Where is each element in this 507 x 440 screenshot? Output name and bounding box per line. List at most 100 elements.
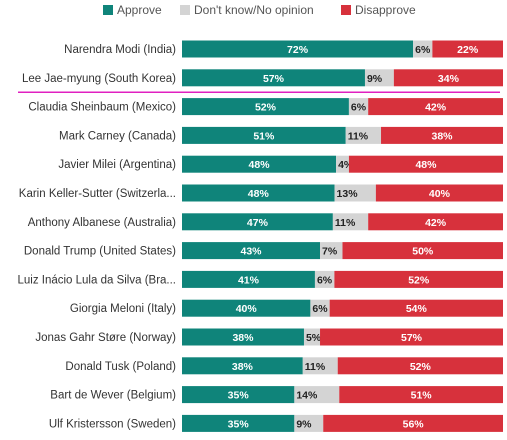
category-label: Karin Keller-Sutter (Switzerla... [19,188,176,200]
data-label: 41% [238,274,260,286]
bar-segment-dont-know [336,155,349,173]
bar-segment-dont-know [334,184,376,202]
chart-row: Bart de Wever (Belgium) 35% 14% 51% [50,386,503,404]
bar-segment-approve [182,328,304,346]
bar-segment-approve [182,126,346,144]
data-label: 9% [296,418,312,430]
data-label: 42% [425,217,447,229]
category-label: Ulf Kristersson (Sweden) [49,418,176,430]
chart-row: Anthony Albanese (Australia) 47% 11% 42% [28,213,503,231]
bar-segment-approve [182,414,295,432]
category-label: Donald Trump (United States) [24,246,176,258]
bar-segment-disapprove [375,184,503,202]
bar-segment-dont-know [413,40,433,58]
chart-row: Lee Jae-myung (South Korea) 57% 9% 34% [18,69,503,93]
bar-segment-disapprove [393,69,503,87]
category-label: Narendra Modi (India) [64,44,176,56]
bar-segment-dont-know [364,69,394,87]
bar-segment-disapprove [329,299,503,317]
bar-segment-approve [182,155,337,173]
bar-segment-approve [182,98,349,116]
category-label: Luiz Inácio Lula da Silva (Bra... [17,274,176,286]
chart-row: Mark Carney (Canada) 51% 11% 38% [59,126,503,144]
chart-row: Luiz Inácio Lula da Silva (Bra... 41% 6% 52… [17,270,503,288]
category-label: Bart de Wever (Belgium) [50,390,176,402]
bar-segment-approve [182,357,303,375]
legend-label-0: Approve [117,3,162,17]
data-label: 43% [241,246,263,258]
data-label: 35% [228,418,250,430]
bar-segment-approve [182,40,414,58]
data-label: 47% [247,217,269,229]
bar-segment-dont-know [294,414,324,432]
bar-segment-dont-know [303,328,321,346]
category-label: Javier Milei (Argentina) [58,159,176,171]
data-label: 11% [348,130,369,142]
data-label: 38% [232,332,254,344]
category-label: Jonas Gahr Støre (Norway) [35,332,176,344]
bar-segment-disapprove [368,213,503,231]
bar-segment-dont-know [310,299,330,317]
bar-segment-disapprove [348,155,503,173]
legend-swatch-2 [341,5,351,15]
data-label: 6% [351,102,367,114]
bar-segment-dont-know [294,386,340,404]
data-label: 52% [408,274,430,286]
bar-segment-disapprove [334,270,503,288]
bar-segment-approve [182,299,311,317]
bar-segment-approve [182,242,321,260]
legend: Approve Don't know/No opinion Disapprove [103,3,416,17]
bar-segment-approve [182,69,365,87]
data-label: 57% [263,73,285,85]
category-label: Lee Jae-myung (South Korea) [22,73,176,85]
bar-segment-dont-know [320,242,343,260]
chart-row: Claudia Sheinbaum (Mexico) 52% 6% 42% [28,98,503,116]
chart-row: Donald Trump (United States) 43% 7% 50% [24,242,503,260]
legend-swatch-1 [180,5,190,15]
chart-row: Javier Milei (Argentina) 48% 4% 48% [58,155,503,173]
data-label: 40% [429,188,451,200]
bar-segment-approve [182,386,295,404]
data-label: 11% [305,361,326,373]
data-label: 52% [410,361,432,373]
data-label: 38% [232,361,254,373]
data-label: 34% [438,73,460,85]
data-label: 51% [411,390,433,402]
bar-segment-disapprove [368,98,503,116]
bar-segment-disapprove [342,242,503,260]
bar-segment-dont-know [345,126,382,144]
bar-segment-dont-know [348,98,369,116]
bar-segment-disapprove [381,126,503,144]
data-label: 6% [415,44,431,56]
chart-row: Narendra Modi (India) 72% 6% 22% [64,40,503,58]
chart-rows: Narendra Modi (India) 72% 6% 22% Lee Jae-myu… [17,40,503,432]
bar-segment-disapprove [337,357,503,375]
data-label: 9% [367,73,383,85]
category-label: Mark Carney (Canada) [59,130,176,142]
data-label: 6% [317,274,333,286]
category-label: Donald Tusk (Poland) [65,361,176,373]
data-label: 14% [296,390,318,402]
data-label: 56% [403,418,425,430]
category-label: Giorgia Meloni (Italy) [70,303,176,315]
bar-segment-dont-know [314,270,335,288]
chart-row: Donald Tusk (Poland) 38% 11% 52% [65,357,503,375]
legend-label-2: Disapprove [355,3,416,17]
bar-segment-disapprove [432,40,503,58]
chart-row: Karin Keller-Sutter (Switzerla... 48% 13% 4… [19,184,503,202]
bar-segment-dont-know [332,213,369,231]
data-label: 57% [401,332,423,344]
data-label: 38% [432,130,454,142]
data-label: 50% [412,246,434,258]
data-label: 13% [337,188,359,200]
chart-row: Ulf Kristersson (Sweden) 35% 9% 56% [49,414,503,432]
data-label: 22% [457,44,479,56]
bar-segment-approve [182,213,333,231]
data-label: 6% [312,303,328,315]
data-label: 42% [425,102,447,114]
bar-segment-approve [182,184,335,202]
category-label: Claudia Sheinbaum (Mexico) [28,102,176,114]
bar-segment-disapprove [323,414,503,432]
data-label: 72% [287,44,309,56]
